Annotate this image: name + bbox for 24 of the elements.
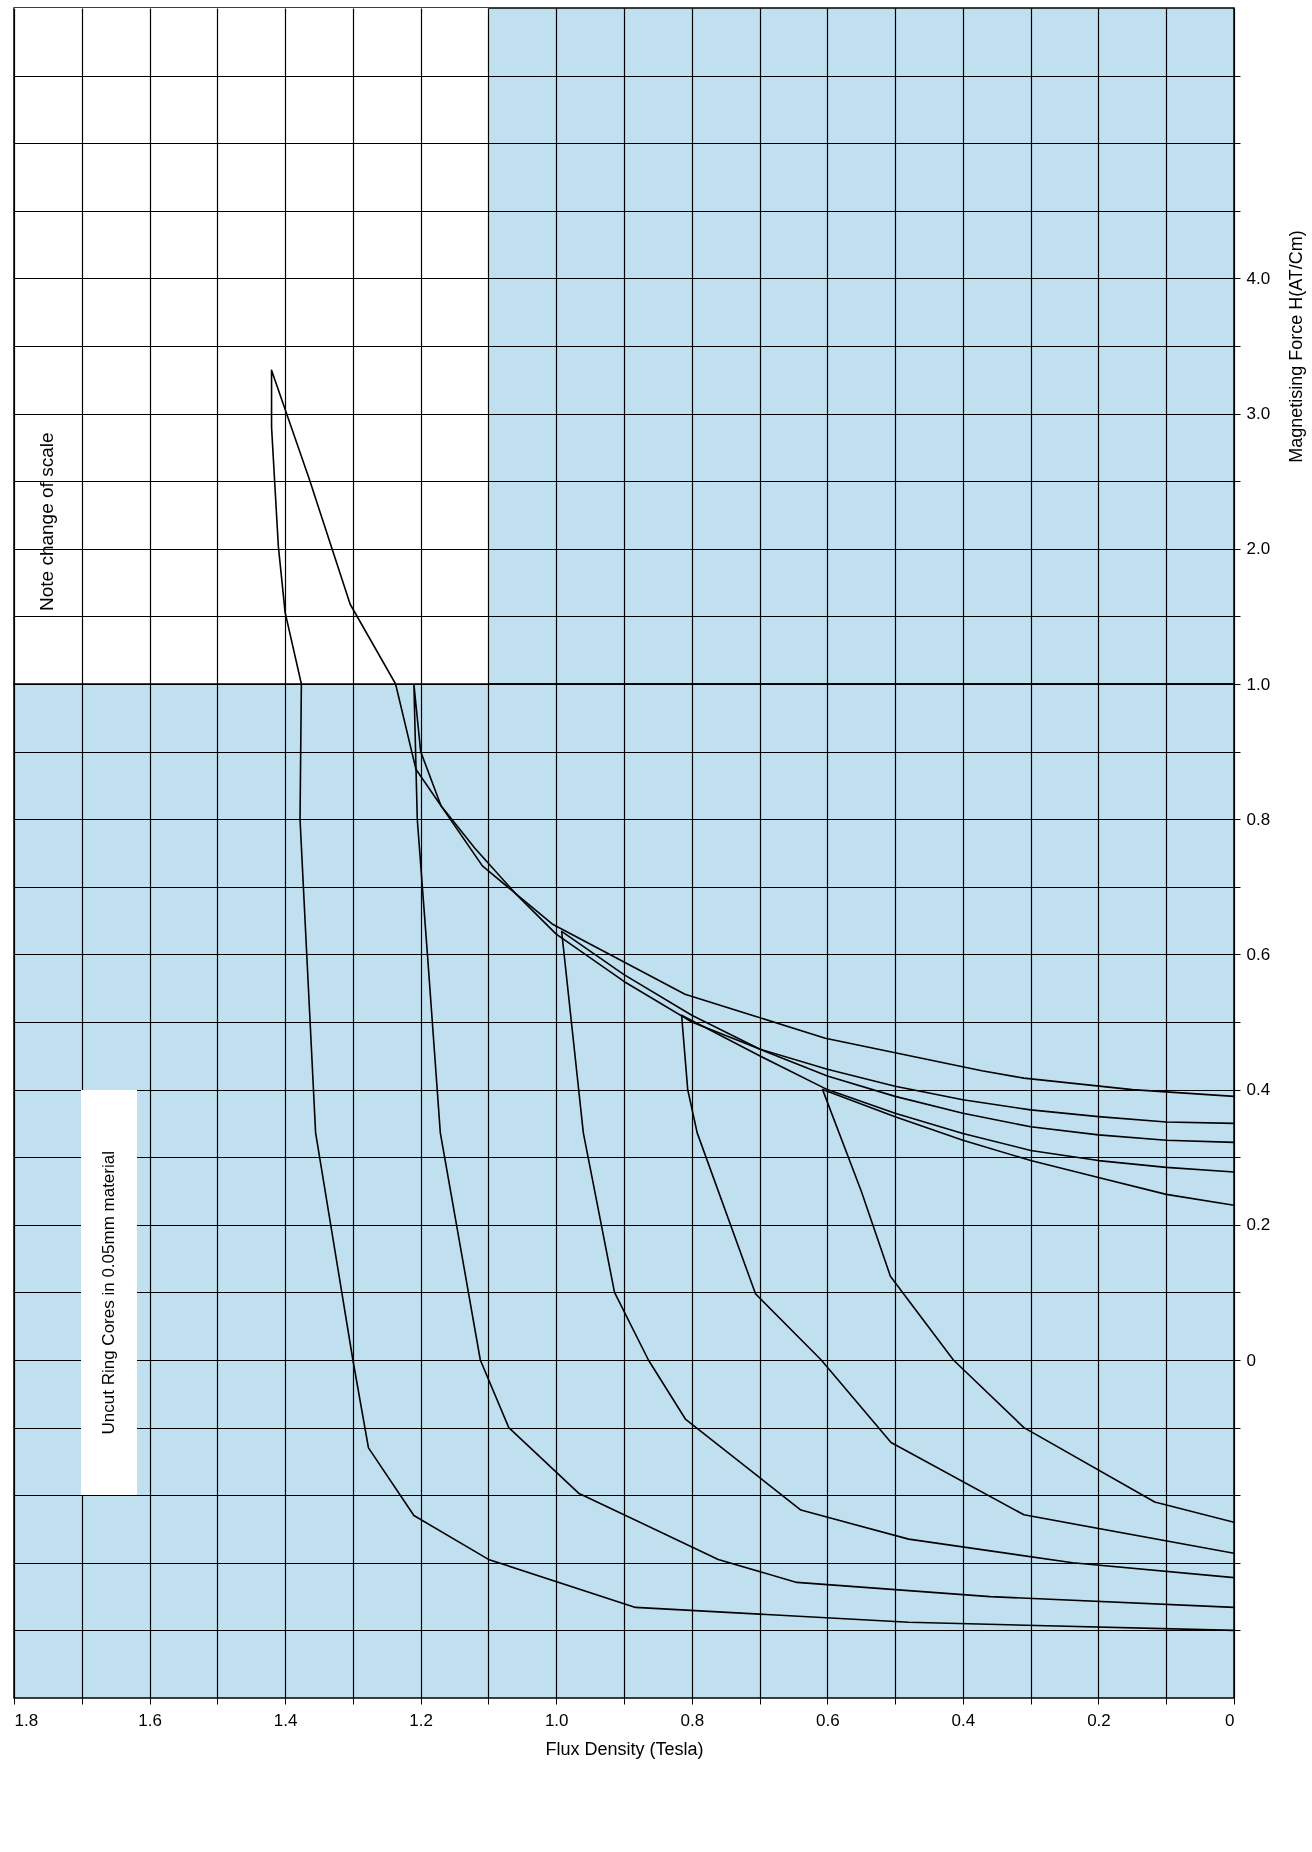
- x-tick-label: 1.0: [544, 1710, 569, 1730]
- y-tick-label: 2.0: [1246, 539, 1271, 559]
- x-tick-label: 1.2: [409, 1710, 433, 1730]
- x-tick-label: 1.4: [273, 1710, 298, 1730]
- y-tick-label: 3.0: [1246, 404, 1271, 424]
- y-tick-label: 0.8: [1246, 809, 1271, 829]
- x-axis-title: Flux Density (Tesla): [545, 1738, 704, 1759]
- y-tick-label: 4.0: [1246, 268, 1271, 288]
- y-tick-label: 0.4: [1246, 1080, 1271, 1100]
- y-axis-title: Magnetising Force H(AT/Cm): [1285, 230, 1306, 463]
- annotation: Uncut Ring Cores in 0.05mm material: [99, 1150, 120, 1435]
- x-tick-label: 1.6: [138, 1710, 162, 1730]
- x-tick-label: 0: [1225, 1710, 1235, 1730]
- band-label: Note change of scale: [36, 432, 58, 612]
- x-tick-label: 1.8: [14, 1710, 39, 1730]
- y-tick-label: 0.6: [1246, 944, 1271, 964]
- x-tick-label: 0.2: [1087, 1710, 1111, 1730]
- x-tick-label: 0.8: [680, 1710, 705, 1730]
- x-tick-label: 0.6: [816, 1710, 840, 1730]
- x-tick-label: 0.4: [951, 1710, 976, 1730]
- y-tick-label: 0.2: [1246, 1215, 1271, 1235]
- y-tick-label: 1.0: [1246, 674, 1271, 694]
- note-box: Uncut Ring Cores in 0.05mm material: [81, 1089, 138, 1496]
- y-tick-label: 0: [1246, 1350, 1256, 1370]
